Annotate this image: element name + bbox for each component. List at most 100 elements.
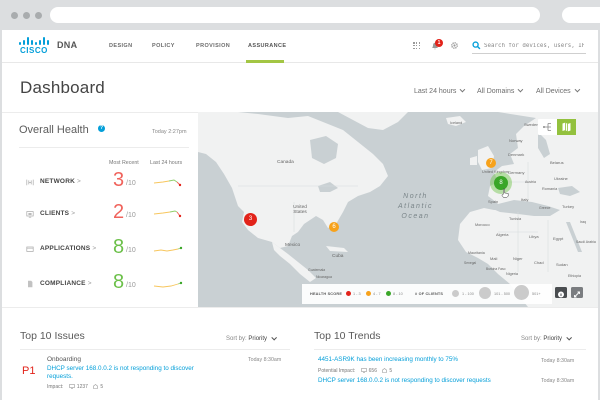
world-map[interactable]: Canada United States Mexico Cuba Guatema… <box>198 112 598 307</box>
health-row-label[interactable]: NETWORK > <box>40 178 81 185</box>
map-expand-button[interactable] <box>571 287 583 298</box>
health-timestamp: Today 2:27pm <box>152 129 187 135</box>
health-score: 3 <box>113 169 125 191</box>
sort-value: Priority <box>248 336 268 342</box>
map-label-niger: Niger <box>513 256 523 261</box>
domains-dropdown[interactable]: All Domains <box>477 86 524 95</box>
map-label-guatemala: Guatemala <box>308 268 326 272</box>
impact-label: Impact: <box>47 384 64 390</box>
top-trends-title: Top 10 Trends <box>314 330 381 342</box>
notification-badge[interactable]: 1 <box>435 39 443 47</box>
legend-clients-small: 1 - 100 <box>462 292 474 296</box>
map-label-chad: Chad <box>534 260 544 265</box>
trend-link[interactable]: 4451-ASR9K has been increasing monthly t… <box>318 356 459 363</box>
legend-green-dot <box>386 291 391 296</box>
map-view-button[interactable] <box>557 119 576 135</box>
trends-divider <box>314 349 586 350</box>
legend-health-title: HEALTH SCORE <box>310 292 343 296</box>
map-pin-us-southeast[interactable]: 6 <box>329 222 339 232</box>
overall-health-title: Overall Health <box>19 124 89 136</box>
tab-design[interactable]: DESIGN <box>109 43 133 49</box>
health-row-label[interactable]: COMPLIANCE > <box>40 280 92 287</box>
health-row-label[interactable]: CLIENTS > <box>40 210 76 217</box>
map-info-button[interactable] <box>555 287 567 298</box>
chevron-right-icon: > <box>87 280 92 287</box>
trend-link[interactable]: DHCP server 168.0.0.2 is not responding … <box>318 377 491 384</box>
chevron-down-icon <box>566 334 572 340</box>
sort-value: Priority <box>543 336 563 342</box>
building-icon <box>93 384 99 389</box>
impacted-clients: 656 <box>368 368 377 374</box>
tab-assurance[interactable]: ASSURANCE <box>248 43 287 49</box>
apps-grid-icon[interactable] <box>413 42 421 50</box>
map-pin-france[interactable]: 8 <box>494 176 508 190</box>
map-label-iraq: Iraq <box>580 220 587 224</box>
health-row-compliance[interactable]: COMPLIANCE > 8 /10 <box>2 270 198 300</box>
window-close-button[interactable] <box>11 12 18 19</box>
most-recent-header: Most Recent <box>109 160 139 166</box>
window-maximize-button[interactable] <box>35 12 42 19</box>
chevron-down-icon <box>271 334 277 340</box>
trends-sort-dropdown[interactable]: Sort by: Priority <box>521 334 572 342</box>
map-label-cuba: Cuba <box>332 254 344 259</box>
map-label-libya: Libya <box>529 234 539 239</box>
browser-extra-bar[interactable] <box>562 7 600 23</box>
map-view-icon <box>562 122 571 132</box>
health-row-applications[interactable]: APPLICATIONS > 8 /10 <box>2 235 198 265</box>
expand-icon <box>574 291 580 298</box>
info-icon <box>558 291 564 298</box>
active-tab-indicator <box>246 60 284 63</box>
chevron-down-icon <box>460 86 466 93</box>
chevron-down-icon <box>517 86 524 93</box>
health-score-max: /10 <box>126 282 136 289</box>
map-label-spain: Spain <box>488 199 499 204</box>
legend-orange-dot <box>366 291 371 296</box>
map-label-austria: Austria <box>525 180 536 184</box>
sort-label: Sort by: <box>521 336 542 342</box>
legend-range-low: 1 - 3 <box>353 292 361 296</box>
issues-divider <box>20 349 290 350</box>
legend-clients-medium: 101 - 500 <box>494 292 511 296</box>
impact-label: Potential Impact: <box>318 368 356 374</box>
time-range-dropdown[interactable]: Last 24 hours <box>414 86 466 95</box>
health-score: 8 <box>113 271 125 293</box>
map-pin-united-kingdom[interactable]: 7 <box>486 158 496 168</box>
brand-name: cisco <box>20 46 48 55</box>
last-24h-header: Last 24 hours <box>150 160 183 166</box>
search-input[interactable] <box>484 40 584 51</box>
devices-dropdown[interactable]: All Devices <box>536 86 580 95</box>
map-label-algeria: Algeria <box>496 232 509 237</box>
document-icon <box>28 280 33 288</box>
health-row-clients[interactable]: CLIENTS > 2 /10 <box>2 200 198 230</box>
tab-provision[interactable]: PROVISION <box>196 43 231 49</box>
help-icon[interactable]: ? <box>98 125 105 132</box>
map-label-north-atlantic-ocean: North Atlantic Ocean <box>398 193 433 220</box>
health-score-max: /10 <box>126 247 136 254</box>
map-label-senegal: Senegal <box>464 261 477 265</box>
impacted-sites: 5 <box>389 368 393 374</box>
sparkline-chart <box>153 179 182 187</box>
global-search[interactable] <box>472 38 586 54</box>
health-row-label[interactable]: APPLICATIONS > <box>40 245 97 252</box>
health-score-max: /10 <box>126 180 136 187</box>
issues-sort-dropdown[interactable]: Sort by: Priority <box>226 334 277 342</box>
legend-red-dot <box>346 291 351 296</box>
issue-impact: Impact: 1237 5 <box>47 384 103 390</box>
health-score-max: /10 <box>126 212 136 219</box>
sparkline-chart <box>153 210 182 218</box>
address-bar[interactable] <box>50 7 540 23</box>
topology-view-button[interactable] <box>538 119 557 135</box>
cisco-logo[interactable]: cisco <box>18 37 52 57</box>
map-label-mauritania: Mauritania <box>468 251 485 255</box>
gear-icon[interactable] <box>450 41 459 50</box>
issue-link[interactable]: DHCP server 168.0.0.2 is not responding … <box>47 365 194 380</box>
map-label-ukraine: Ukraine <box>554 176 568 181</box>
product-name: DNA <box>57 40 78 50</box>
map-pin-us-west[interactable]: 3 <box>244 213 257 226</box>
legend-range-high: 8 - 10 <box>393 292 403 296</box>
health-row-network[interactable]: NETWORK > 3 /10 <box>2 168 198 198</box>
window-minimize-button[interactable] <box>23 12 30 19</box>
impacted-clients: 1237 <box>76 384 88 390</box>
tab-policy[interactable]: POLICY <box>152 43 175 49</box>
